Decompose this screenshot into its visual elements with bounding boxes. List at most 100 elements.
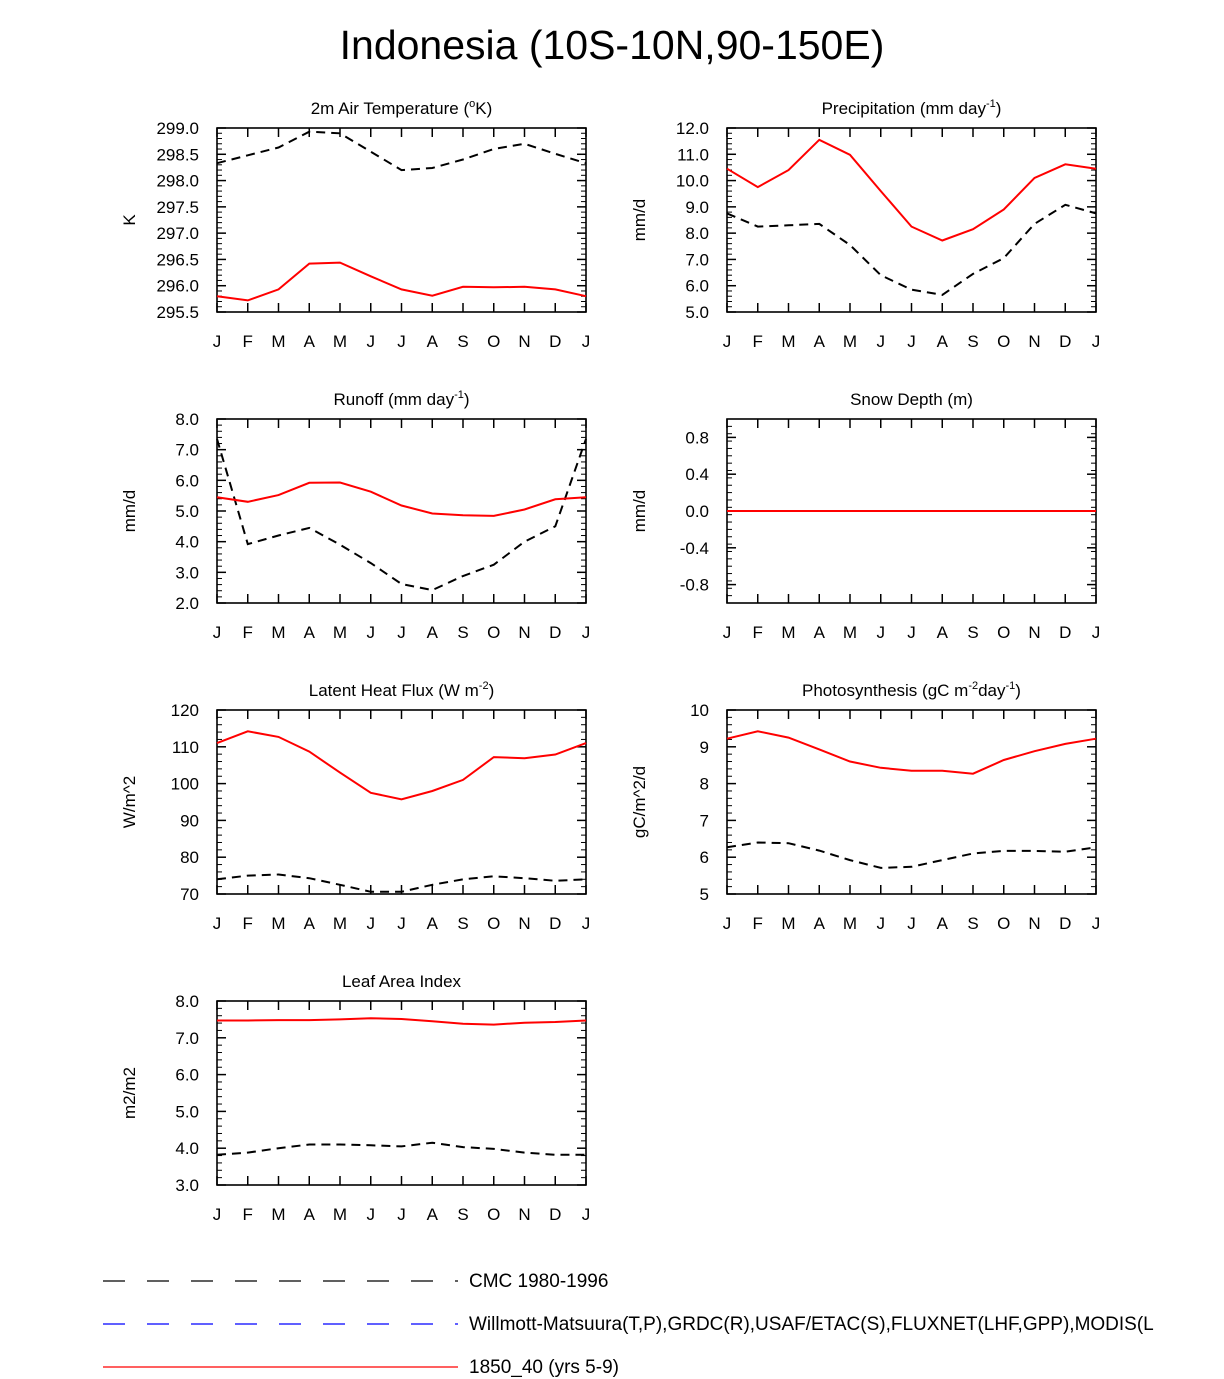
series-line-cmc (726, 841, 1097, 869)
y-axis-label: gC/m^2/d (630, 766, 649, 838)
panel-title: 2m Air Temperature (oK) (311, 98, 493, 118)
x-tick-label: O (997, 914, 1010, 933)
x-tick-label: N (518, 332, 530, 351)
y-tick-label: 298.5 (156, 145, 199, 164)
x-tick-label: O (487, 623, 500, 642)
y-tick-label: 6 (700, 848, 709, 867)
x-tick-label: J (582, 332, 591, 351)
y-tick-label: 5.0 (175, 502, 199, 521)
panel-title: Latent Heat Flux (W m-2) (309, 680, 495, 700)
x-tick-label: M (333, 914, 347, 933)
y-tick-label: 297.5 (156, 198, 199, 217)
x-tick-label: J (213, 1205, 222, 1224)
x-tick-label: M (781, 914, 795, 933)
x-tick-label: M (781, 332, 795, 351)
chart-panel-4: Snow Depth (m)mm/d-0.8-0.40.00.40.8J F M A M… (630, 390, 1100, 642)
series-line-cmc (726, 203, 1097, 296)
chart-panel-1: 2m Air Temperature (oK) K 295.5 296.0 296.5 2… (120, 98, 590, 351)
x-tick-label: F (753, 623, 763, 642)
panel-title: Precipitation (mm day-1) (822, 98, 1002, 118)
x-tick-label: M (843, 914, 857, 933)
y-tick-label: 8.0 (175, 992, 199, 1011)
plot-frame (216, 418, 587, 604)
x-tick-label: O (997, 623, 1010, 642)
y-tick-label: 120 (171, 701, 199, 720)
x-tick-label: A (814, 332, 826, 351)
y-tick-label: 5.0 (175, 1102, 199, 1121)
y-tick-label: 10.0 (676, 172, 709, 191)
x-tick-label: N (1028, 623, 1040, 642)
x-tick-label: A (937, 914, 949, 933)
chart-panel-3: Runoff (mm day-1) mm/d 2.0 3.0 4.0 5.0 6.0 7.0 8… (120, 389, 590, 642)
y-tick-label: 7 (700, 811, 709, 830)
y-tick-label: 296.0 (156, 277, 199, 296)
legend-entry-3: 1850_40 (yrs 5-9) (103, 1357, 619, 1378)
y-axis-label: mm/d (120, 490, 139, 533)
x-tick-label: J (723, 332, 732, 351)
series-line-model (726, 138, 1097, 242)
y-tick-label: 9 (700, 738, 709, 757)
x-tick-label: A (427, 623, 439, 642)
y-tick-label: 299.0 (156, 119, 199, 138)
x-tick-label: D (1059, 623, 1071, 642)
x-tick-label: S (457, 914, 468, 933)
y-axis-label: W/m^2 (120, 776, 139, 828)
x-tick-label: M (271, 914, 285, 933)
chart-panel-6: Photosynthesis (gC m-2day-1) gC/m^2/d 5 6 7 8… (630, 680, 1100, 933)
x-tick-label: D (549, 1205, 561, 1224)
x-tick-label: J (397, 623, 406, 642)
y-tick-label: 8 (700, 775, 709, 794)
y-tick-label: 2.0 (175, 594, 199, 613)
y-tick-label: 3.0 (175, 1176, 199, 1195)
series-line-model (216, 730, 587, 801)
x-tick-label: J (1092, 623, 1101, 642)
x-tick-label: M (271, 332, 285, 351)
y-tick-label: 12.0 (676, 119, 709, 138)
x-tick-label: A (427, 332, 439, 351)
x-tick-label: F (753, 332, 763, 351)
x-tick-label: N (1028, 332, 1040, 351)
x-tick-label: A (304, 332, 316, 351)
y-tick-label: 7.0 (175, 1029, 199, 1048)
x-tick-label: N (518, 623, 530, 642)
series-line-cmc (216, 873, 587, 893)
y-tick-label: 6.0 (175, 1066, 199, 1085)
y-tick-label: 70 (180, 885, 199, 904)
y-tick-label: 7.0 (685, 250, 709, 269)
y-axis-label: K (120, 214, 139, 226)
y-tick-label: 6.0 (175, 471, 199, 490)
x-tick-label: M (271, 623, 285, 642)
chart-panel-2: Precipitation (mm day-1) mm/d 5.0 6.0 7.0 8.0… (630, 98, 1100, 351)
y-tick-label: 0.0 (685, 502, 709, 521)
y-tick-label: 8.0 (685, 224, 709, 243)
x-tick-label: S (457, 1205, 468, 1224)
series-line-model (726, 730, 1097, 775)
x-tick-label: N (518, 1205, 530, 1224)
chart-panel-5: Latent Heat Flux (W m-2) W/m^2 70 80 90 100 11… (120, 680, 590, 933)
x-tick-label: M (271, 1205, 285, 1224)
y-tick-label: 90 (180, 811, 199, 830)
x-tick-label: J (367, 914, 376, 933)
series-line-model (217, 1017, 587, 1026)
x-tick-label: J (907, 332, 916, 351)
x-tick-label: J (367, 1205, 376, 1224)
y-tick-label: 3.0 (175, 563, 199, 582)
y-tick-label: 110 (172, 738, 199, 757)
x-tick-label: J (907, 914, 916, 933)
x-tick-label: O (487, 914, 500, 933)
x-tick-label: D (1059, 332, 1071, 351)
x-tick-label: F (243, 332, 253, 351)
x-tick-label: O (997, 332, 1010, 351)
x-tick-label: S (457, 332, 468, 351)
x-tick-label: J (907, 623, 916, 642)
y-tick-label: 298.0 (156, 172, 199, 191)
x-tick-label: J (723, 914, 732, 933)
x-tick-label: F (243, 623, 253, 642)
x-tick-label: J (877, 914, 886, 933)
legend-label: 1850_40 (yrs 5-9) (469, 1357, 619, 1378)
y-tick-label: 4.0 (175, 1139, 199, 1158)
x-tick-label: A (814, 914, 826, 933)
x-tick-label: M (843, 623, 857, 642)
figure-title: Indonesia (10S-10N,90-150E) (339, 22, 885, 68)
